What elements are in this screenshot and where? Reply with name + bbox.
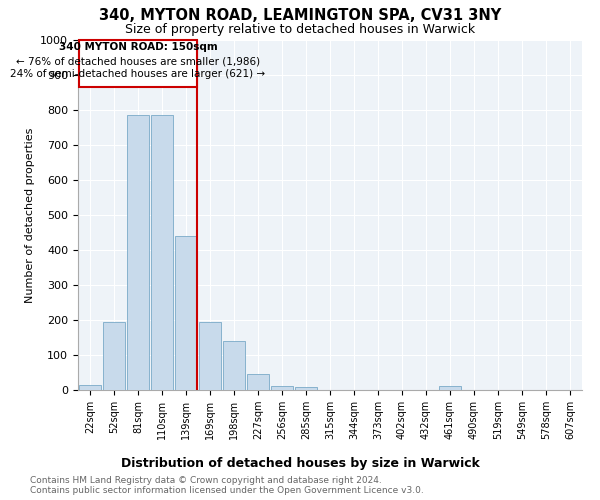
Bar: [271, 386, 293, 390]
Text: 24% of semi-detached houses are larger (621) →: 24% of semi-detached houses are larger (…: [10, 70, 266, 80]
Bar: [247, 374, 269, 390]
Bar: [223, 341, 245, 390]
Bar: [175, 236, 197, 390]
Bar: [151, 116, 173, 390]
Y-axis label: Number of detached properties: Number of detached properties: [25, 128, 35, 302]
Text: Distribution of detached houses by size in Warwick: Distribution of detached houses by size …: [121, 458, 479, 470]
Text: 340, MYTON ROAD, LEAMINGTON SPA, CV31 3NY: 340, MYTON ROAD, LEAMINGTON SPA, CV31 3N…: [99, 8, 501, 22]
Bar: [199, 322, 221, 390]
Text: 340 MYTON ROAD: 150sqm: 340 MYTON ROAD: 150sqm: [59, 42, 217, 51]
Text: Contains public sector information licensed under the Open Government Licence v3: Contains public sector information licen…: [30, 486, 424, 495]
Text: Contains HM Land Registry data © Crown copyright and database right 2024.: Contains HM Land Registry data © Crown c…: [30, 476, 382, 485]
Text: Size of property relative to detached houses in Warwick: Size of property relative to detached ho…: [125, 22, 475, 36]
Bar: [103, 322, 125, 390]
FancyBboxPatch shape: [79, 40, 197, 87]
Bar: [295, 387, 317, 390]
Bar: [127, 116, 149, 390]
Bar: [439, 386, 461, 390]
Text: ← 76% of detached houses are smaller (1,986): ← 76% of detached houses are smaller (1,…: [16, 56, 260, 66]
Bar: [79, 385, 101, 390]
